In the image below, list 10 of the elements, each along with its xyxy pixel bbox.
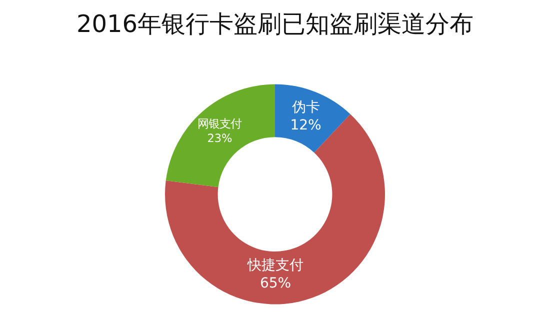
slice-label: 快捷支付 xyxy=(246,258,304,274)
donut-slice xyxy=(275,84,350,153)
data-label: 23% xyxy=(207,132,233,146)
data-label: 12% xyxy=(290,118,322,134)
donut-slice xyxy=(166,84,275,188)
slice-label: 网银支付 xyxy=(198,117,242,130)
donut-slice xyxy=(165,114,385,304)
slice-label: 伪卡 xyxy=(292,99,320,116)
data-label: 65% xyxy=(260,276,292,292)
chart-title: 2016年银行卡盗刷已知盗刷渠道分布 xyxy=(76,10,474,38)
